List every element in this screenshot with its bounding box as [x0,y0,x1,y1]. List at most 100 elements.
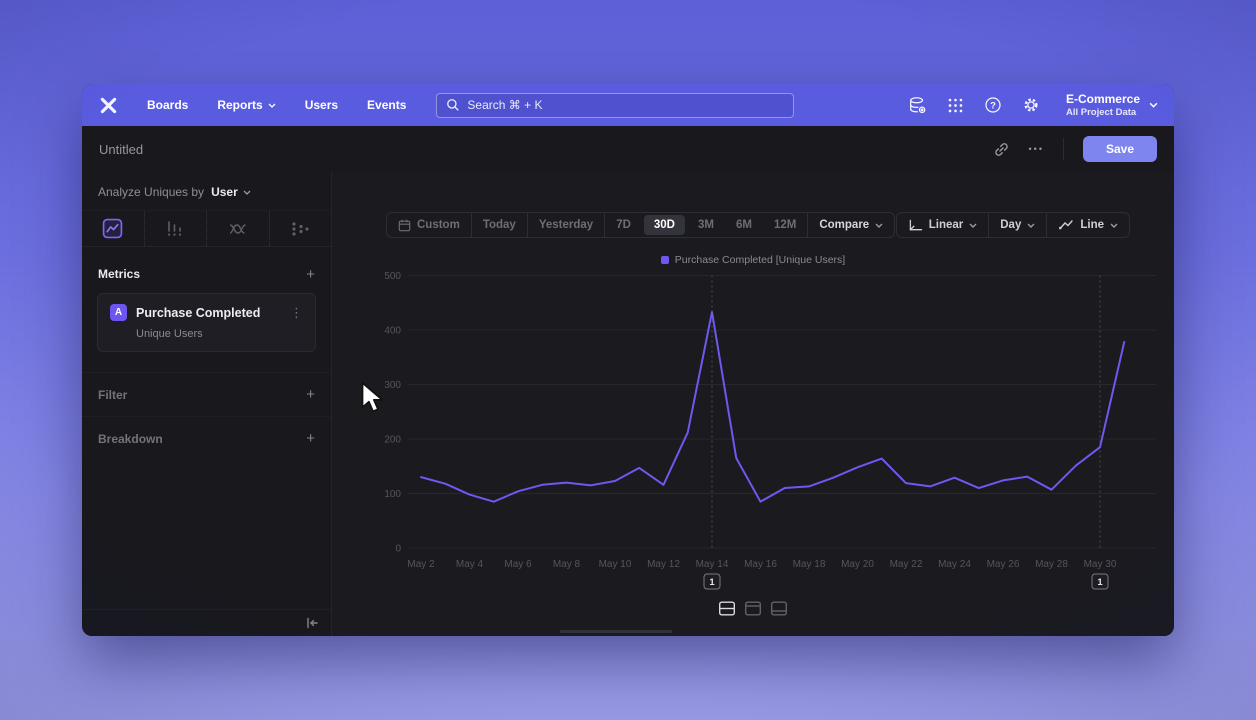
tab-funnels[interactable] [143,211,207,246]
nav-item-users[interactable]: Users [304,98,339,112]
chevron-down-icon [243,190,251,195]
range-7d[interactable]: 7D [616,219,631,231]
copy-link-icon[interactable] [993,141,1010,158]
range-yesterday[interactable]: Yesterday [538,219,594,231]
legend-swatch [660,256,669,264]
metrics-section-header: Metrics + [82,261,331,287]
save-button[interactable]: Save [1082,136,1157,162]
app-window: Boards Reports Users Events Search ⌘ + K… [82,84,1174,636]
nav-item-reports[interactable]: Reports [217,98,276,112]
chart-type-dropdown[interactable]: Line [1047,213,1129,237]
layout-toggle-group [719,601,788,616]
chart-legend: Purchase Completed [Unique Users] [332,254,1174,266]
svg-text:100: 100 [384,489,401,500]
chart-panel: Custom Today Yesterday 7D 30D 3M 6M 12M Compare… [332,172,1174,636]
funnels-bars-icon [168,220,182,236]
search-input[interactable]: Search ⌘ + K [436,92,795,118]
horizontal-scrollbar[interactable] [560,630,672,633]
breakdown-label: Breakdown [98,431,163,446]
interval-dropdown[interactable]: Day [989,213,1046,237]
divider [526,213,528,237]
nav-item-boards[interactable]: Boards [147,98,189,112]
filter-label: Filter [98,387,128,402]
add-metric-button[interactable]: + [306,265,315,283]
range-3m[interactable]: 3M [698,219,714,231]
date-range-group: Custom Today Yesterday 7D 30D 3M 6M 12M Compare [386,212,896,238]
data-management-icon[interactable] [908,96,927,115]
chevron-down-icon [1027,223,1035,228]
tab-insights[interactable] [82,211,144,246]
metric-card[interactable]: A Purchase Completed ⋮ Unique Users [97,293,316,352]
axis-scale-icon [909,219,922,230]
flows-dots-icon [292,221,309,236]
scale-dropdown[interactable]: Linear [897,213,989,237]
svg-text:May 14: May 14 [696,559,729,570]
svg-text:May 6: May 6 [504,559,532,570]
divider [604,213,606,237]
svg-text:300: 300 [384,380,401,391]
more-options-button[interactable]: ••• [1028,144,1044,154]
series-line [420,311,1126,503]
divider [988,213,990,237]
line-chart[interactable]: 0 100 200 300 400 500 May 2 May 4 May 6 May 8 May … [362,268,1172,608]
layout-split-toggle[interactable] [719,601,736,616]
divider [1046,213,1048,237]
range-30d[interactable]: 30D [643,215,685,235]
mixpanel-logo-icon[interactable] [98,95,119,116]
svg-text:May 30: May 30 [1084,559,1117,570]
metric-aggregation[interactable]: Unique Users [136,328,203,340]
analyze-entity-dropdown[interactable]: User [211,185,238,199]
svg-text:May 12: May 12 [647,559,680,570]
svg-text:May 8: May 8 [553,559,581,570]
chart-options-group: Linear Day Line [895,212,1130,238]
svg-text:May 2: May 2 [407,559,435,570]
help-icon[interactable]: ? [984,96,1002,114]
metric-menu-button[interactable]: ⋮ [290,304,303,320]
line-chart-icon [1059,220,1074,230]
svg-text:May 18: May 18 [793,559,826,570]
settings-gear-icon[interactable] [1022,96,1040,114]
divider [470,213,472,237]
svg-text:May 10: May 10 [599,559,632,570]
layout-top-toggle[interactable] [745,601,762,616]
range-6m[interactable]: 6M [735,219,752,231]
insights-chart-icon [102,218,123,239]
metric-series-badge: A [110,304,127,321]
top-nav: Boards Reports Users Events Search ⌘ + K… [82,84,1174,126]
chevron-down-icon [875,223,883,228]
svg-text:1: 1 [1097,577,1103,588]
range-12m[interactable]: 12M [773,219,797,231]
svg-text:May 4: May 4 [456,559,484,570]
report-title[interactable]: Untitled [99,141,144,157]
retention-waves-icon [229,223,246,234]
collapse-sidebar-button[interactable] [305,616,319,630]
nav-item-events[interactable]: Events [367,98,407,112]
project-selector[interactable]: E-Commerce All Project Data [1066,92,1158,118]
range-custom[interactable]: Custom [387,213,471,237]
annotation-badge[interactable]: 1 [1091,573,1109,590]
compare-button[interactable]: Compare [808,213,894,237]
panel-bottom-icon [771,601,788,616]
metric-event-name: Purchase Completed [136,305,261,320]
range-today[interactable]: Today [482,219,516,231]
calendar-icon [398,219,411,231]
svg-text:May 22: May 22 [890,559,923,570]
chevron-down-icon [1149,102,1158,108]
analyze-row: Analyze Uniques by User [82,172,331,199]
report-type-tabs [82,210,331,247]
project-name: E-Commerce [1065,92,1140,107]
svg-text:May 20: May 20 [841,559,874,570]
layout-bottom-toggle[interactable] [771,601,788,616]
metrics-label: Metrics [98,267,141,281]
apps-grid-icon[interactable] [947,97,964,114]
add-breakdown-button[interactable]: + [306,430,315,447]
add-filter-button[interactable]: + [306,386,315,403]
tab-flows[interactable] [268,211,332,246]
split-panel-icon [719,601,736,616]
legend-label: Purchase Completed [Unique Users] [674,254,846,266]
chevron-down-icon [969,223,977,228]
nav-right: ? E-Commerce All Project Data [908,92,1158,118]
tab-retention[interactable] [206,211,269,246]
annotation-badge[interactable]: 1 [703,573,721,590]
